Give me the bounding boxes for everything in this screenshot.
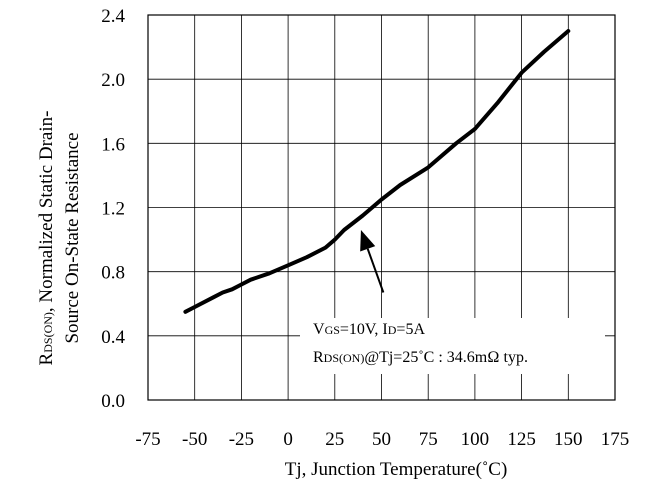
x-tick-label: 75 bbox=[419, 429, 438, 450]
y-axis-title-line-1: RDS(ON), Normalized Static Drain- bbox=[36, 111, 57, 366]
series-line bbox=[185, 31, 568, 312]
y-tick-label: 1.6 bbox=[101, 134, 125, 155]
y-axis-title-rest: , Normalized Static Drain- bbox=[36, 111, 57, 313]
y-tick-label: 0.8 bbox=[101, 263, 125, 284]
y-tick-label: 0.4 bbox=[101, 327, 125, 348]
x-tick-label: 100 bbox=[461, 429, 490, 450]
y-axis-title-r: R bbox=[36, 352, 57, 365]
annotation-arrowhead bbox=[360, 230, 375, 252]
x-tick-label: 25 bbox=[325, 429, 344, 450]
x-tick-label: 50 bbox=[372, 429, 391, 450]
annotation-vgs-sub: GS bbox=[325, 323, 340, 337]
x-tick-label: -75 bbox=[135, 429, 160, 450]
series-points bbox=[185, 31, 568, 312]
annotation-rds-value: @Tj=25˚C : 34.6mΩ typ. bbox=[364, 349, 528, 366]
x-tick-label: 175 bbox=[601, 429, 630, 450]
x-tick-label: 150 bbox=[554, 429, 583, 450]
annotation-arrow-line bbox=[368, 249, 384, 293]
x-tick-label: -25 bbox=[229, 429, 254, 450]
x-axis-title: Tj, Junction Temperature(˚C) bbox=[285, 459, 508, 480]
annotation-vgs: V bbox=[313, 321, 325, 338]
y-axis-title: RDS(ON), Normalized Static Drain- Source… bbox=[36, 111, 83, 366]
y-axis-title-sub: DS(ON) bbox=[41, 312, 55, 353]
annotation-rds: R bbox=[313, 349, 324, 366]
y-tick-label: 0.0 bbox=[101, 391, 125, 412]
annotation-line-1: VGS=10V, ID=5A bbox=[313, 321, 425, 338]
y-tick-label: 1.2 bbox=[101, 199, 125, 220]
x-tick-label: 0 bbox=[283, 429, 293, 450]
x-tick-label: 125 bbox=[507, 429, 536, 450]
y-tick-label: 2.4 bbox=[101, 6, 125, 27]
annotation-id-value: =5A bbox=[396, 321, 425, 338]
y-tick-labels: 0.0 0.4 0.8 1.2 1.6 2.0 2.4 bbox=[101, 6, 125, 412]
annotation-id: =10V, I bbox=[340, 321, 388, 338]
y-axis-title-line-2: Source On-State Resistance bbox=[62, 132, 83, 343]
y-tick-label: 2.0 bbox=[101, 70, 125, 91]
x-tick-label: -50 bbox=[182, 429, 207, 450]
x-tick-labels: -75 -50 -25 0 25 50 75 100 125 150 175 bbox=[135, 429, 629, 450]
annotation-line-2: RDS(ON)@Tj=25˚C : 34.6mΩ typ. bbox=[313, 349, 528, 366]
annotation-id-sub: D bbox=[388, 323, 397, 337]
annotation-rds-sub: DS(ON) bbox=[324, 351, 365, 365]
